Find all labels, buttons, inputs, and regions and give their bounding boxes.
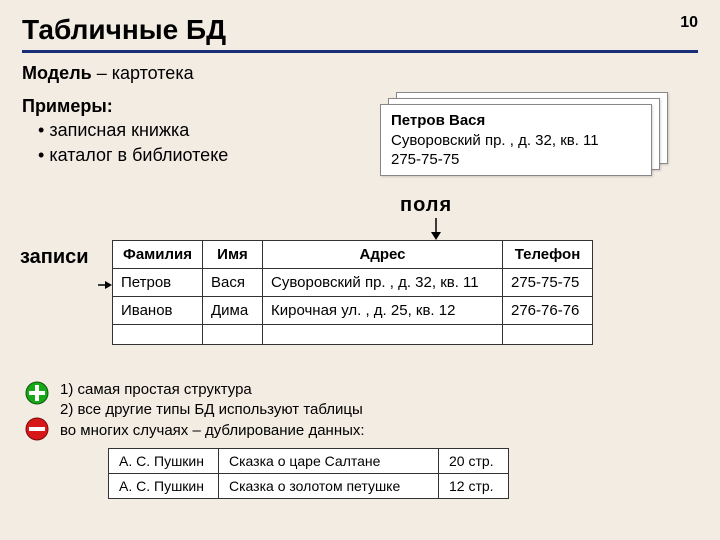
page-title: Табличные БД (22, 14, 226, 46)
plus-line: 2) все другие типы БД используют таблицы (60, 400, 694, 420)
arrow-down-icon (428, 218, 444, 240)
small-table: А. С. Пушкин Сказка о царе Салтане 20 ст… (108, 448, 509, 499)
subtitle-bold: Модель (22, 63, 92, 83)
page-number: 10 (680, 14, 698, 32)
minus-line: во многих случаях – дублирование данных: (60, 421, 694, 441)
card-front: Петров Вася Суворовский пр. , д. 32, кв.… (380, 104, 652, 176)
plus-line: 1) самая простая структура (60, 380, 694, 400)
col-header: Фамилия (113, 241, 203, 269)
table-row: Иванов Дима Кирочная ул. , д. 25, кв. 12… (113, 297, 593, 325)
records-label: записи (20, 246, 95, 269)
fields-label: поля (400, 194, 452, 217)
card-phone: 275-75-75 (391, 150, 641, 170)
col-header: Имя (203, 241, 263, 269)
bottom-text: 1) самая простая структура 2) все другие… (60, 380, 694, 441)
card-address: Суворовский пр. , д. 32, кв. 11 (391, 131, 641, 151)
subtitle: Модель – картотека (22, 63, 698, 84)
col-header: Адрес (263, 241, 503, 269)
plus-icon (24, 380, 50, 406)
table-row: Петров Вася Суворовский пр. , д. 32, кв.… (113, 269, 593, 297)
card-stack: Петров Вася Суворовский пр. , д. 32, кв.… (380, 92, 670, 176)
minus-icon (24, 416, 50, 442)
table-row: А. С. Пушкин Сказка о золотом петушке 12… (109, 474, 509, 499)
col-header: Телефон (503, 241, 593, 269)
subtitle-rest: – картотека (92, 63, 194, 83)
table-row: А. С. Пушкин Сказка о царе Салтане 20 ст… (109, 449, 509, 474)
table-row-empty (113, 325, 593, 345)
header: Табличные БД 10 (22, 14, 698, 53)
arrow-right-icon (98, 279, 112, 291)
table-header-row: Фамилия Имя Адрес Телефон (113, 241, 593, 269)
card-name: Петров Вася (391, 111, 641, 131)
main-table: Фамилия Имя Адрес Телефон Петров Вася Су… (112, 240, 593, 345)
